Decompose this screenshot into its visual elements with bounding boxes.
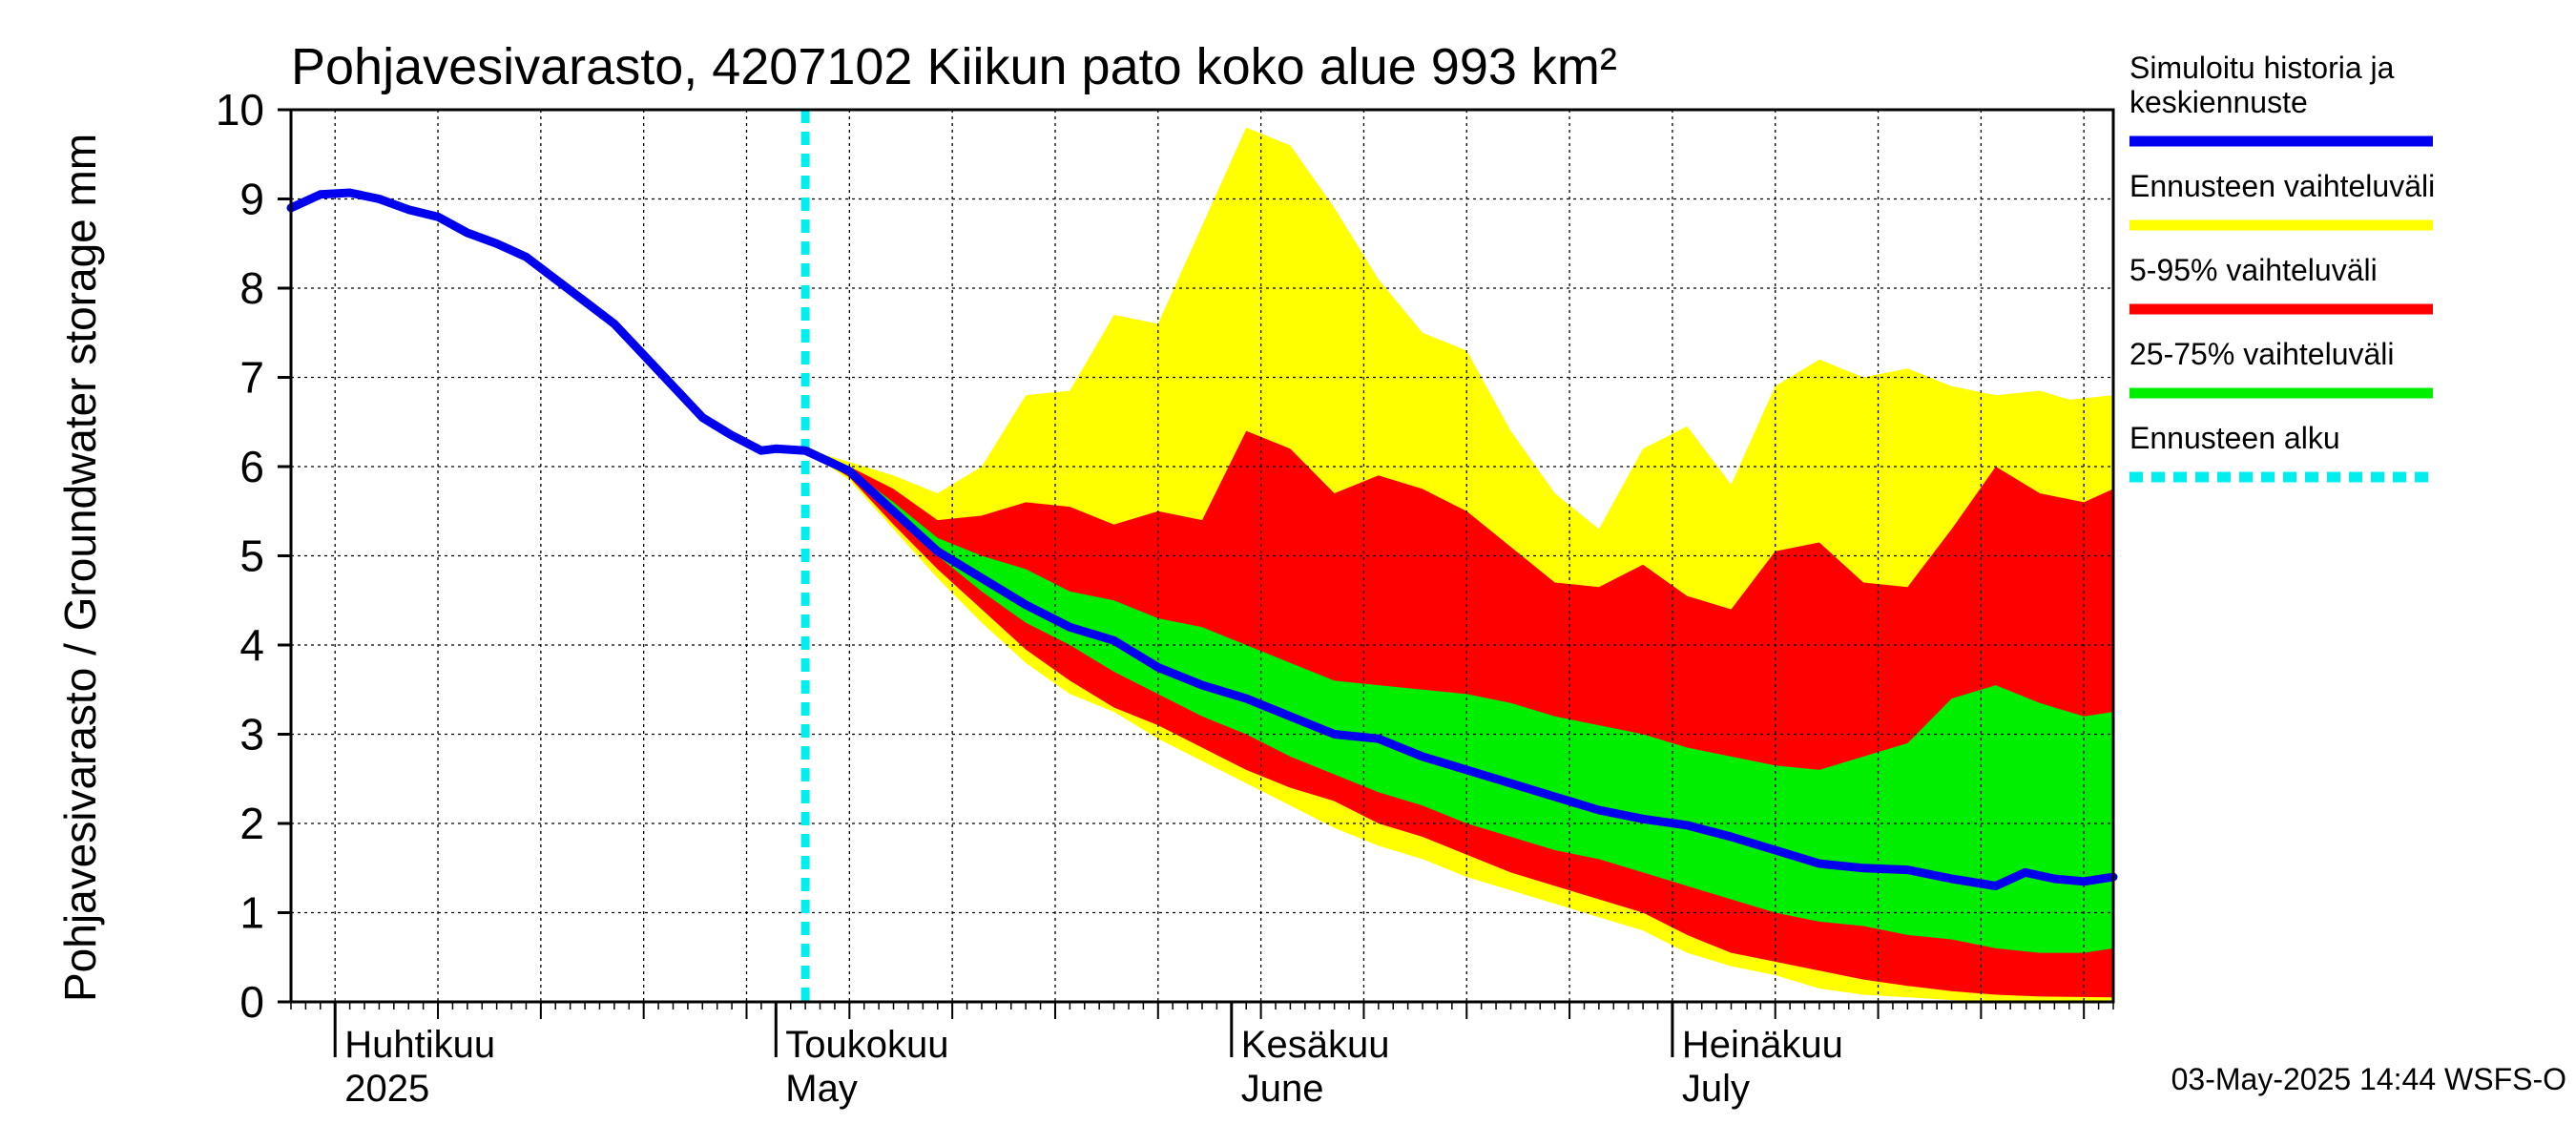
chart-title: Pohjavesivarasto, 4207102 Kiikun pato ko… <box>291 38 1617 95</box>
grid-lines <box>291 110 2113 1002</box>
y-tick-label: 1 <box>239 888 264 938</box>
legend-label: 5-95% vaihteluväli <box>2129 253 2378 287</box>
legend-label: Ennusteen vaihteluväli <box>2129 169 2435 203</box>
y-tick-label: 6 <box>239 442 264 491</box>
line-simuloitu-historia-ja-keskiennuste <box>286 188 2118 890</box>
series-lines <box>286 110 2118 1002</box>
x-month-sublabel: 2025 <box>344 1068 429 1110</box>
y-tick-label: 4 <box>239 620 264 670</box>
y-tick-label: 9 <box>239 175 264 224</box>
x-month-sublabel: June <box>1241 1068 1324 1110</box>
y-tick-label: 8 <box>239 263 264 313</box>
x-month-sublabel: May <box>785 1068 858 1110</box>
x-month-sublabel: July <box>1682 1068 1750 1110</box>
y-tick-label: 7 <box>239 353 264 403</box>
x-month-label: Toukokuu <box>785 1024 948 1066</box>
y-tick-label: 2 <box>239 799 264 848</box>
legend-label: Simuloitu historia ja <box>2129 51 2395 85</box>
x-month-label: Huhtikuu <box>344 1024 495 1066</box>
legend-label: 25-75% vaihteluväli <box>2129 337 2395 371</box>
y-axis-ticks: 0 1 2 3 4 5 6 7 8 9 10 <box>216 85 291 1027</box>
legend-label: keskiennuste <box>2129 85 2308 119</box>
y-tick-label: 10 <box>216 85 264 135</box>
y-tick-label: 5 <box>239 531 264 581</box>
band-25-75-vaihteluv-li <box>805 449 2113 953</box>
y-tick-label: 3 <box>239 710 264 760</box>
x-month-label: Kesäkuu <box>1241 1024 1390 1066</box>
x-month-label: Heinäkuu <box>1682 1024 1843 1066</box>
y-tick-label: 0 <box>239 977 264 1027</box>
y-axis-label: Pohjavesivarasto / Groundwater storage m… <box>55 134 105 1002</box>
legend-label: Ennusteen alku <box>2129 421 2340 455</box>
timestamp-footer: 03-May-2025 14:44 WSFS-O <box>2171 1062 2566 1096</box>
